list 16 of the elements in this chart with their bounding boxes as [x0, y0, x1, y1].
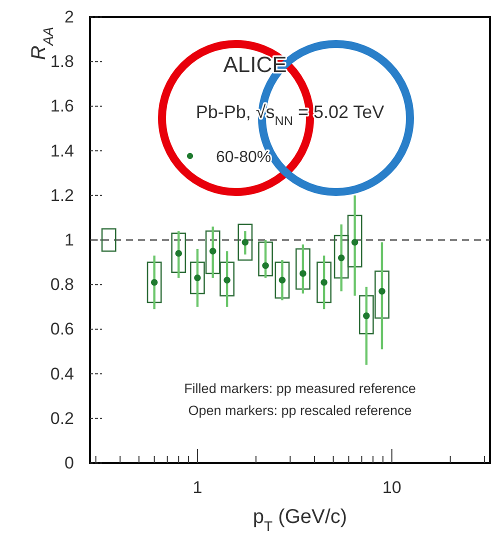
- y-tick-label: 1.4: [50, 141, 74, 160]
- y-tick-label: 0: [64, 453, 74, 472]
- y-tick-label: 1.8: [50, 52, 74, 72]
- y-tick-label: 1.6: [50, 96, 74, 116]
- legend-label: 60-80%: [216, 149, 272, 166]
- y-tick-label: 1.2: [50, 186, 74, 205]
- annotation: Filled markers: pp measured reference: [184, 381, 416, 396]
- y-tick-label: 1: [64, 230, 74, 250]
- y-tick-label: 0.6: [50, 320, 74, 339]
- annotation: Open markers: pp rescaled reference: [188, 403, 412, 418]
- x-tick-label: 10: [382, 478, 402, 498]
- x-axis-title: p$_{T}$ (GeV/c): [252, 506, 348, 534]
- y-tick-label: 0.2: [50, 408, 74, 428]
- y-tick-label: 0.4: [50, 364, 74, 384]
- y-tick-label: 2: [64, 7, 74, 26]
- y-tick-label: 0.8: [50, 275, 74, 294]
